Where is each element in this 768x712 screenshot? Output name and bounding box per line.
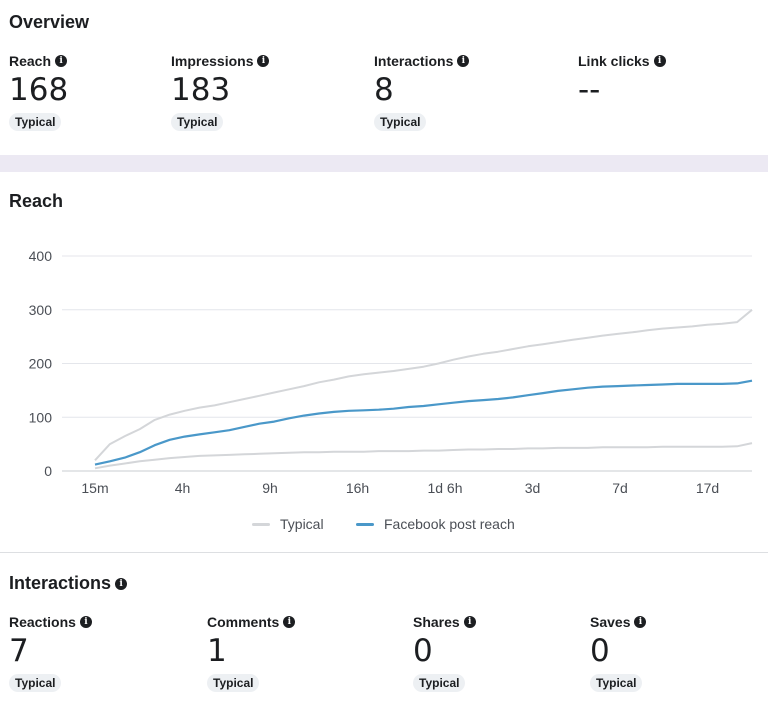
y-tick-label: 100	[29, 409, 53, 425]
info-icon[interactable]: i	[634, 616, 647, 628]
series-line-facebook-post-reach[interactable]	[94, 379, 753, 466]
y-tick-label: 300	[29, 302, 53, 318]
x-tick-label: 15m	[81, 480, 108, 496]
x-tick-label: 1d 6h	[427, 480, 462, 496]
metric-value: 168	[9, 72, 69, 108]
metric-label: Reach	[9, 53, 52, 69]
metric-label: Shares	[413, 614, 460, 630]
legend-label: Typical	[280, 516, 324, 532]
series-line-typical-lower[interactable]	[94, 442, 753, 470]
metric-label: Saves	[590, 614, 631, 630]
metric-value: 7	[9, 633, 29, 669]
typical-badge: Typical	[413, 674, 466, 692]
metric-label: Reactions	[9, 614, 76, 630]
section-separator	[0, 155, 768, 172]
legend-item-typical[interactable]: Typical	[252, 516, 324, 532]
reach-title: Reach	[9, 191, 64, 211]
metric-value: 0	[590, 633, 610, 669]
info-icon[interactable]: i	[653, 55, 666, 67]
y-tick-label: 400	[29, 248, 53, 264]
metric-shares: Shares i 0 Typical	[413, 614, 476, 692]
info-icon[interactable]: i	[115, 577, 128, 590]
series-line-typical-upper[interactable]	[94, 309, 753, 461]
metric-link-clicks: Link clicks i --	[578, 53, 666, 107]
metric-saves: Saves i 0 Typical	[590, 614, 647, 692]
legend-item-facebook-post-reach[interactable]: Facebook post reach	[356, 516, 515, 532]
info-icon[interactable]: i	[79, 616, 92, 628]
metric-impressions: Impressions i 183 Typical	[171, 53, 270, 131]
x-tick-label: 3d	[525, 480, 541, 496]
typical-badge: Typical	[207, 674, 260, 692]
section-divider	[0, 552, 768, 553]
metric-value: --	[578, 72, 601, 108]
legend-swatch	[252, 522, 270, 526]
metric-interactions: Interactions i 8 Typical	[374, 53, 470, 131]
metric-label: Impressions	[171, 53, 254, 69]
y-tick-label: 200	[29, 356, 53, 372]
x-tick-label: 9h	[262, 480, 278, 496]
metric-label: Interactions	[374, 53, 454, 69]
typical-badge: Typical	[171, 113, 224, 131]
info-icon[interactable]: i	[457, 55, 470, 67]
typical-badge: Typical	[590, 674, 643, 692]
legend-swatch	[356, 522, 374, 526]
reach-chart: 0 100 200 300 400 15m 4h 9h 16h 1d 6h 3d 7d 17d	[29, 248, 753, 496]
y-tick-label: 0	[44, 463, 52, 479]
interactions-title: Interactions	[9, 573, 112, 593]
info-icon[interactable]: i	[257, 55, 270, 67]
metric-comments: Comments i 1 Typical	[207, 614, 296, 692]
overview-title: Overview	[9, 12, 90, 32]
metric-reach: Reach i 168 Typical	[9, 53, 68, 131]
metric-value: 183	[171, 72, 231, 108]
x-tick-label: 16h	[346, 480, 369, 496]
info-icon[interactable]: i	[55, 55, 68, 67]
metric-label: Link clicks	[578, 53, 650, 69]
metric-value: 1	[207, 633, 227, 669]
typical-badge: Typical	[374, 113, 427, 131]
x-tick-label: 17d	[696, 480, 719, 496]
metric-reactions: Reactions i 7 Typical	[9, 614, 92, 692]
metric-value: 0	[413, 633, 433, 669]
x-tick-label: 4h	[175, 480, 191, 496]
info-icon[interactable]: i	[463, 616, 476, 628]
x-tick-label: 7d	[612, 480, 628, 496]
metric-label: Comments	[207, 614, 280, 630]
metric-value: 8	[374, 72, 394, 108]
typical-badge: Typical	[9, 674, 62, 692]
info-icon[interactable]: i	[283, 616, 296, 628]
typical-badge: Typical	[9, 113, 62, 131]
interactions-header: Interactions i	[9, 573, 128, 594]
legend-label: Facebook post reach	[384, 516, 515, 532]
